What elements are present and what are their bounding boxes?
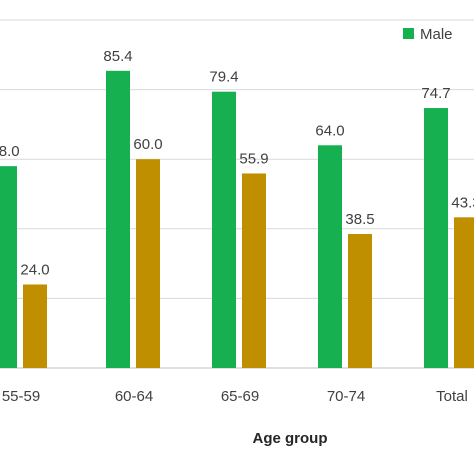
data-label: 24.0 xyxy=(20,261,49,278)
x-tick-label: 55-59 xyxy=(2,388,40,405)
bar-series-2-55-59 xyxy=(23,284,47,368)
value-labels: 58.0 24.0 85.4 60.0 79.4 55.9 64.0 38.5 74.7 43.3 xyxy=(0,48,474,279)
bar-male-65-69 xyxy=(212,91,236,369)
x-tick-labels: 55-59 60-64 65-69 70-74 Total xyxy=(2,388,468,405)
x-tick-label: Total xyxy=(436,388,468,405)
legend-label-male: Male xyxy=(420,26,453,43)
bar-series-2-total xyxy=(454,217,474,368)
data-label: 79.4 xyxy=(209,69,238,86)
bar-series-2-60-64 xyxy=(136,159,160,368)
bar-series-2-65-69 xyxy=(242,173,266,368)
x-tick-label: 60-64 xyxy=(115,388,153,405)
gridlines xyxy=(0,19,474,369)
bars xyxy=(0,70,474,369)
data-label: 38.5 xyxy=(345,211,374,228)
bar-male-total xyxy=(424,108,448,368)
bar-series-2-70-74 xyxy=(348,234,372,368)
data-label: 55.9 xyxy=(239,150,268,167)
legend-swatch-male xyxy=(403,28,414,39)
x-tick-label: 65-69 xyxy=(221,388,259,405)
data-label: 60.0 xyxy=(133,136,162,153)
data-label: 43.3 xyxy=(451,194,474,211)
legend: Male xyxy=(403,26,453,43)
bar-male-60-64 xyxy=(106,70,130,369)
data-label: 74.7 xyxy=(421,85,450,102)
x-tick-label: 70-74 xyxy=(327,388,365,405)
bar-male-70-74 xyxy=(318,145,342,368)
x-axis-title: Age group xyxy=(253,430,328,447)
data-label: 64.0 xyxy=(315,122,344,139)
bar-male-55-59 xyxy=(0,166,17,368)
data-label: 58.0 xyxy=(0,143,20,160)
data-label: 85.4 xyxy=(103,48,132,65)
